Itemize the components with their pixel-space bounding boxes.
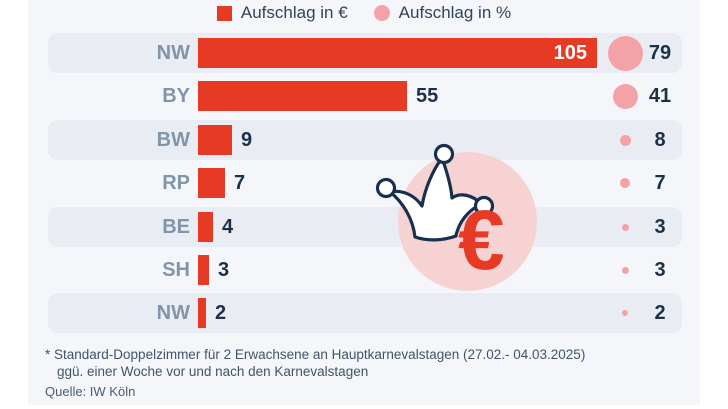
pct-dot-icon xyxy=(622,310,628,316)
eur-bar xyxy=(198,125,232,155)
row-stripe-background xyxy=(48,207,682,247)
table-row: BY 55 41 xyxy=(28,76,700,116)
category-label: BE xyxy=(162,216,190,238)
eur-bar xyxy=(198,212,213,242)
category-label: RP xyxy=(162,172,190,194)
pct-dot-icon xyxy=(607,35,643,71)
category-label: BY xyxy=(162,85,190,107)
table-row: NW 105 79 xyxy=(28,33,700,73)
pink-circle-swatch-icon xyxy=(373,5,390,21)
eur-value-label: 3 xyxy=(218,259,230,281)
pct-value-label: 8 xyxy=(654,129,666,151)
category-label: NW xyxy=(156,302,190,324)
pct-dot-icon xyxy=(620,178,630,188)
footnote-line-2: ggü. einer Woche vor und nach den Karnev… xyxy=(57,364,369,379)
legend-item-pct: Aufschlag in % xyxy=(373,3,512,23)
pct-value-label: 2 xyxy=(654,302,666,324)
table-row: BW 9 8 xyxy=(28,120,700,160)
legend-label-pct: Aufschlag in % xyxy=(398,3,512,22)
table-row: NW 2 2 xyxy=(28,293,700,333)
eur-bar: 105 xyxy=(198,38,597,68)
row-stripe-background xyxy=(48,120,682,160)
table-row: SH 3 3 xyxy=(28,250,700,290)
euro-sign-icon: € xyxy=(458,193,505,287)
legend-item-eur: Aufschlag in € xyxy=(216,3,348,23)
jester-hat-icon xyxy=(375,143,495,242)
row-stripe-background xyxy=(48,293,682,333)
chart-panel: Aufschlag in € Aufschlag in % NW 105 79 BY 5… xyxy=(28,0,700,405)
eur-bar xyxy=(198,255,209,285)
pct-value-label: 3 xyxy=(654,259,666,281)
pct-value-label: 7 xyxy=(654,172,666,194)
eur-bar xyxy=(198,298,206,328)
category-label: BW xyxy=(156,129,190,151)
category-label: SH xyxy=(162,259,190,281)
table-row: RP 7 7 xyxy=(28,163,700,203)
chart-legend: Aufschlag in € Aufschlag in % xyxy=(28,3,700,23)
pct-dot-icon xyxy=(621,223,629,231)
eur-value-label: 105 xyxy=(553,41,587,64)
eur-bar xyxy=(198,168,225,198)
eur-value-label: 4 xyxy=(222,216,234,238)
footnote-line-1: * Standard-Doppelzimmer für 2 Erwachsene… xyxy=(45,347,586,362)
eur-value-label: 9 xyxy=(241,129,253,151)
pct-dot-icon xyxy=(612,83,638,109)
pct-value-label: 41 xyxy=(648,85,672,107)
category-label: NW xyxy=(156,42,190,64)
legend-label-eur: Aufschlag in € xyxy=(240,3,348,22)
pct-value-label: 3 xyxy=(654,216,666,238)
eur-value-label: 7 xyxy=(234,172,246,194)
pct-value-label: 79 xyxy=(648,42,672,64)
eur-bar xyxy=(198,81,407,111)
pct-dot-icon xyxy=(621,266,629,274)
table-row: BE 4 3 xyxy=(28,207,700,247)
red-square-swatch-icon xyxy=(216,5,232,21)
eur-value-label: 55 xyxy=(416,85,439,107)
eur-value-label: 2 xyxy=(215,302,227,324)
source-attribution: Quelle: IW Köln xyxy=(45,384,136,399)
pct-dot-icon xyxy=(619,134,631,146)
